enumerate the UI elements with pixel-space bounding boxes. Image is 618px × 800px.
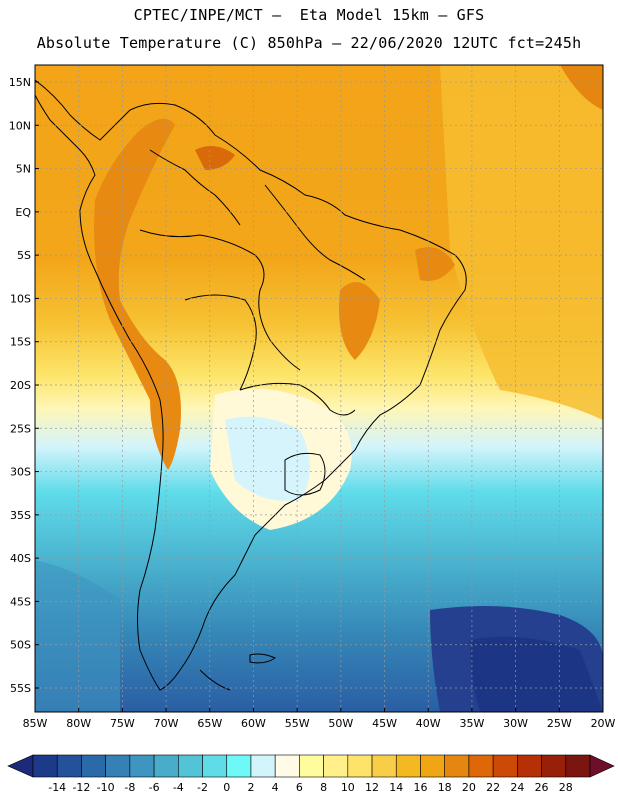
colorbar-swatches xyxy=(7,754,615,778)
colorbar-swatch xyxy=(153,754,179,778)
colorbar-label: 26 xyxy=(535,781,549,794)
colorbar-swatch xyxy=(395,754,421,778)
lat-label: EQ xyxy=(15,206,31,219)
colorbar-swatch xyxy=(299,754,324,778)
lat-label: 20S xyxy=(10,379,31,392)
lon-label: 45W xyxy=(372,717,397,730)
colorbar-label: 24 xyxy=(510,781,524,794)
colorbar-label: 2 xyxy=(247,781,254,794)
colorbar-label: 28 xyxy=(559,781,573,794)
colorbar-label: 18 xyxy=(438,781,452,794)
colorbar-labels: -14 -12 -10 -8 -6 -4 -2 0 2 4 6 8 10 12 14 16 18 20 22 24 26… xyxy=(48,781,573,794)
colorbar-swatch xyxy=(226,754,252,778)
colorbar-swatch xyxy=(492,754,518,778)
colorbar-swatch xyxy=(129,754,155,778)
lat-label: 40S xyxy=(10,552,31,565)
lon-label: 20W xyxy=(591,717,616,730)
colorbar-label: -6 xyxy=(149,781,160,794)
lat-label: 5S xyxy=(17,249,31,262)
colorbar-label: 10 xyxy=(341,781,355,794)
map-title-line1: CPTEC/INPE/MCT – Eta Model 15km – GFS xyxy=(133,6,485,24)
lat-label: 10N xyxy=(9,119,31,132)
lon-label: 65W xyxy=(197,717,222,730)
lat-label: 15N xyxy=(9,76,31,89)
lon-label: 60W xyxy=(241,717,266,730)
colorbar-swatch xyxy=(420,754,445,778)
colorbar-label: -14 xyxy=(48,781,66,794)
lon-label: 35W xyxy=(459,717,484,730)
colorbar-swatch xyxy=(323,754,349,778)
colorbar-swatch xyxy=(105,754,131,778)
latitude-axis: 15N 10N 5N EQ 5S 10S 15S 20S 25S 30S 35S 40S 45S 50S 5… xyxy=(9,76,39,695)
colorbar-swatch xyxy=(565,754,591,778)
lon-label: 55W xyxy=(285,717,310,730)
colorbar-label: 4 xyxy=(272,781,279,794)
lon-label: 40W xyxy=(416,717,441,730)
lon-label: 85W xyxy=(23,717,48,730)
lat-label: 15S xyxy=(10,336,31,349)
colorbar-swatch xyxy=(274,754,300,778)
colorbar-swatch xyxy=(347,754,373,778)
lon-label: 50W xyxy=(328,717,353,730)
lat-label: 50S xyxy=(10,639,31,652)
lat-label: 5N xyxy=(16,163,31,176)
colorbar-swatch xyxy=(444,754,470,778)
colorbar-swatch xyxy=(468,754,494,778)
colorbar-swatch xyxy=(371,754,397,778)
lon-label: 80W xyxy=(66,717,91,730)
colorbar: -14 -12 -10 -8 -6 -4 -2 0 2 4 6 8 10 12 14 16 18 20 22 24 26… xyxy=(7,754,615,794)
lat-label: 45S xyxy=(10,595,31,608)
longitude-axis: 85W 80W 75W 70W 65W 60W 55W 50W 45W 40W 35W 30W 25W 2… xyxy=(23,708,616,730)
map-frame xyxy=(34,64,604,713)
colorbar-label: -2 xyxy=(197,781,208,794)
colorbar-label: -12 xyxy=(72,781,90,794)
coastline xyxy=(35,79,467,691)
colorbar-label: -10 xyxy=(97,781,115,794)
colorbar-label: -8 xyxy=(124,781,135,794)
colorbar-label: 16 xyxy=(413,781,427,794)
colorbar-swatch xyxy=(541,754,567,778)
colorbar-swatch xyxy=(81,754,106,778)
colorbar-swatch xyxy=(202,754,228,778)
colorbar-swatch xyxy=(250,754,276,778)
lon-label: 75W xyxy=(110,717,135,730)
lat-label: 25S xyxy=(10,422,31,435)
colorbar-label: 8 xyxy=(320,781,327,794)
colorbar-label: -4 xyxy=(173,781,184,794)
colorbar-swatch xyxy=(32,754,58,778)
colorbar-label: 12 xyxy=(365,781,379,794)
lon-label: 30W xyxy=(503,717,528,730)
lon-label: 70W xyxy=(154,717,179,730)
temperature-field xyxy=(35,65,603,712)
colorbar-label: 14 xyxy=(389,781,403,794)
colorbar-label: 0 xyxy=(223,781,230,794)
lat-label: 35S xyxy=(10,509,31,522)
temperature-map: 15N 10N 5N EQ 5S 10S 15S 20S 25S 30S 35S 40S 45S 50S 5… xyxy=(9,64,616,730)
lat-label: 10S xyxy=(10,292,31,305)
colorbar-label: 22 xyxy=(486,781,500,794)
colorbar-swatch xyxy=(56,754,82,778)
colorbar-swatch xyxy=(178,754,203,778)
lat-label: 55S xyxy=(10,682,31,695)
colorbar-swatch xyxy=(517,754,542,778)
colorbar-arrow-high xyxy=(589,754,615,778)
colorbar-label: 20 xyxy=(462,781,476,794)
lon-label: 25W xyxy=(547,717,572,730)
colorbar-label: 6 xyxy=(296,781,303,794)
lat-label: 30S xyxy=(10,466,31,479)
map-title-line2: Absolute Temperature (C) 850hPa – 22/06/… xyxy=(36,34,582,52)
colorbar-arrow-low xyxy=(7,754,34,778)
